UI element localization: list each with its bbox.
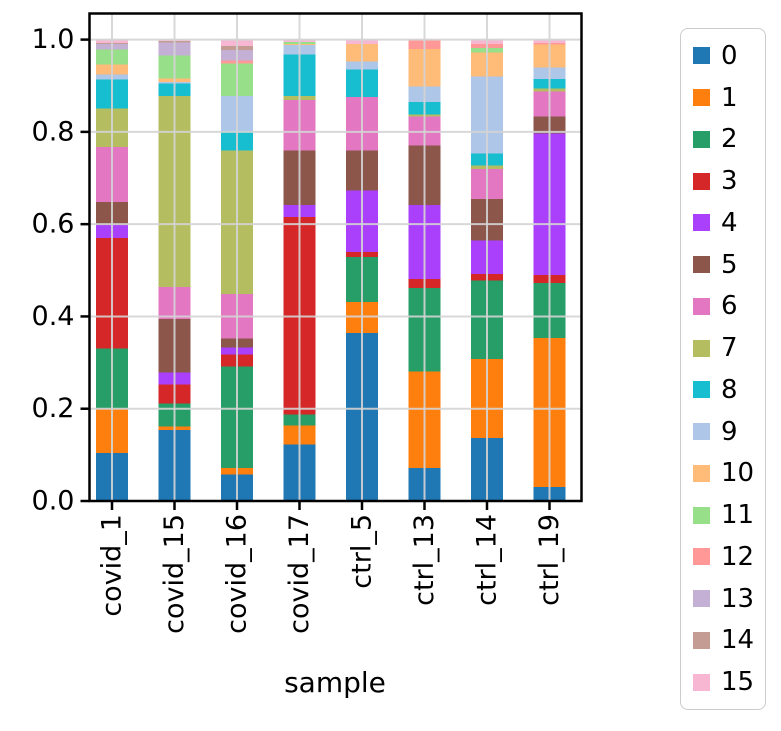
x-tick-labels: covid_1 covid_15 covid_16 covid_17 ctrl_5 ctr… [97, 514, 566, 634]
legend-item-3: 3 [681, 161, 765, 201]
legend-item-6: 6 [681, 286, 765, 326]
legend-label: 11 [721, 500, 755, 531]
x-tick-label-ctrl_5: ctrl_5 [347, 514, 378, 589]
legend-item-13: 13 [681, 579, 765, 619]
legend-item-10: 10 [681, 453, 765, 493]
legend-swatch-icon [693, 381, 710, 399]
y-tick-label: 0.4 [32, 301, 75, 332]
legend-swatch-icon [693, 256, 710, 274]
plot-frame [88, 12, 583, 503]
legend-item-11: 11 [681, 495, 765, 535]
legend-label: 3 [721, 166, 738, 197]
legend-swatch-icon [693, 631, 710, 649]
legend-swatch-icon [693, 506, 710, 524]
legend-label: 10 [721, 458, 755, 489]
y-tick-labels: 0.0 0.2 0.4 0.6 0.8 1.0 [32, 24, 75, 516]
legend-swatch-icon [693, 464, 710, 482]
legend-item-9: 9 [681, 412, 765, 452]
x-tick-label-covid_15: covid_15 [159, 514, 190, 634]
x-tick-label-ctrl_19: ctrl_19 [534, 514, 565, 606]
legend-label: 4 [721, 207, 738, 238]
legend-item-12: 12 [681, 537, 765, 577]
legend-swatch-icon [693, 47, 710, 65]
legend-label: 1 [721, 82, 738, 113]
legend-label: 14 [721, 625, 755, 656]
legend-item-8: 8 [681, 370, 765, 410]
x-tick-label-covid_1: covid_1 [97, 514, 128, 617]
bars-layer [96, 39, 566, 501]
legend-item-2: 2 [681, 119, 765, 159]
x-tick-label-ctrl_14: ctrl_14 [472, 514, 503, 606]
legend-label: 6 [721, 291, 738, 322]
x-axis-label: sample [284, 666, 386, 699]
y-tick-label: 0.0 [32, 486, 75, 517]
legend-swatch-icon [693, 673, 710, 691]
legend-label: 0 [721, 40, 738, 71]
y-tick-label: 1.0 [32, 24, 75, 55]
legend-swatch-icon [693, 423, 710, 441]
legend-swatch-icon [693, 89, 710, 107]
y-tick-label: 0.8 [32, 116, 75, 147]
legend-label: 13 [721, 583, 755, 614]
legend-item-1: 1 [681, 78, 765, 118]
legend: 0 1 2 3 4 5 6 7 8 9 10 11 12 13 14 15 [680, 28, 766, 710]
y-tick-label: 0.6 [32, 209, 75, 240]
legend-label: 8 [721, 374, 738, 405]
legend-label: 12 [721, 541, 755, 572]
legend-swatch-icon [693, 214, 710, 232]
legend-swatch-icon [693, 339, 710, 357]
legend-label: 2 [721, 124, 738, 155]
legend-swatch-icon [693, 297, 710, 315]
x-tick-label-covid_16: covid_16 [222, 514, 253, 634]
tick-layer [80, 38, 551, 510]
x-tick-label-ctrl_13: ctrl_13 [409, 514, 440, 606]
legend-item-15: 15 [681, 662, 765, 702]
x-tick-label-covid_17: covid_17 [284, 514, 315, 634]
legend-item-0: 0 [681, 36, 765, 76]
legend-item-5: 5 [681, 245, 765, 285]
legend-item-4: 4 [681, 203, 765, 243]
legend-swatch-icon [693, 590, 710, 608]
y-tick-label: 0.2 [32, 393, 75, 424]
legend-item-7: 7 [681, 328, 765, 368]
legend-swatch-icon [693, 548, 710, 566]
legend-label: 7 [721, 333, 738, 364]
legend-label: 9 [721, 416, 738, 447]
legend-label: 5 [721, 249, 738, 280]
legend-label: 15 [721, 667, 755, 698]
grid-layer [89, 13, 582, 502]
legend-swatch-icon [693, 130, 710, 148]
legend-swatch-icon [693, 172, 710, 190]
legend-item-14: 14 [681, 620, 765, 660]
